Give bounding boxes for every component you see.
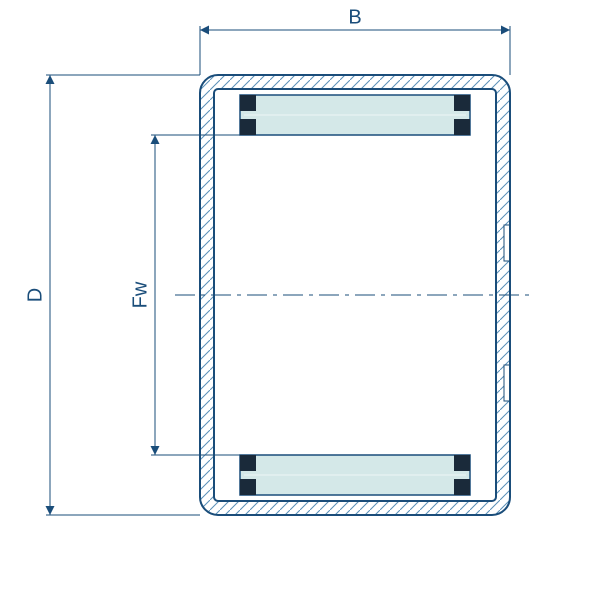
- dimension-label-D: D: [24, 288, 46, 302]
- dimension-label-B: B: [348, 6, 361, 28]
- dimension-label-Fw: Fw: [129, 281, 151, 308]
- cage-segment: [240, 479, 256, 495]
- cage-segment: [454, 455, 470, 471]
- cage-segment: [454, 479, 470, 495]
- cage-segment: [454, 119, 470, 135]
- bearing-cross-section-diagram: B D Fw: [0, 0, 600, 600]
- cage-segment: [240, 119, 256, 135]
- cage-segment: [240, 455, 256, 471]
- cage-segment: [454, 95, 470, 111]
- cage-segment: [240, 95, 256, 111]
